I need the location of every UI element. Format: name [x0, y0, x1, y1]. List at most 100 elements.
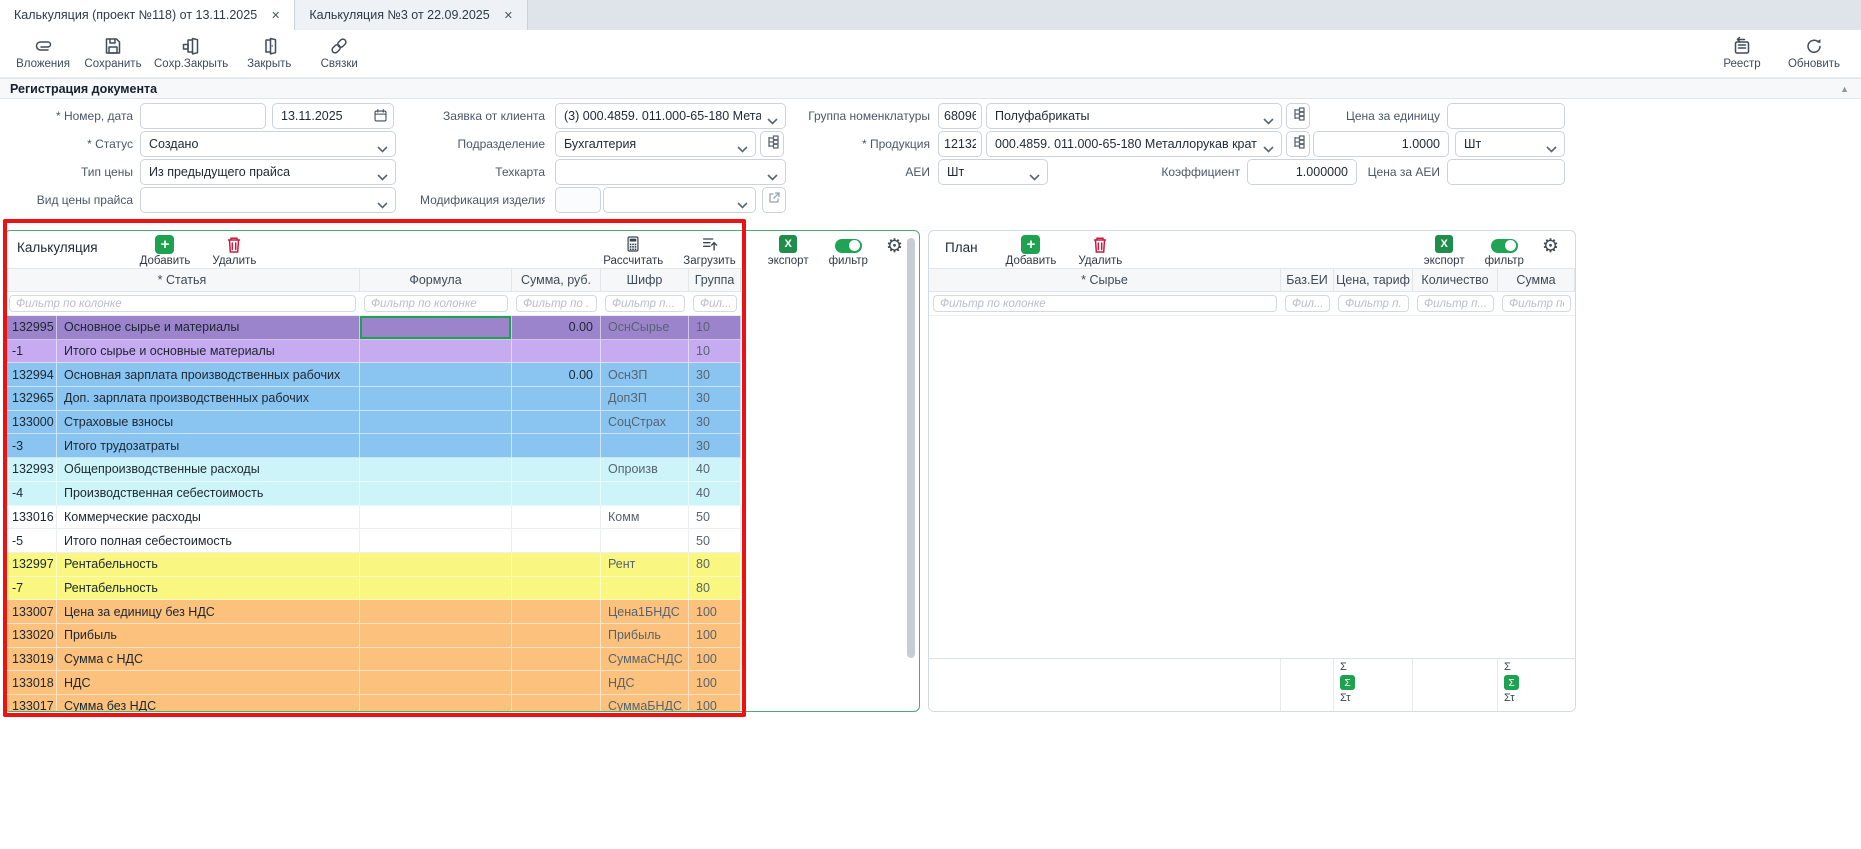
table-row[interactable]: -4 Производственная себестоимость 40: [5, 481, 741, 506]
cell-code[interactable]: СуммаБНДС: [601, 695, 689, 711]
table-row[interactable]: 132995 Основное сырье и материалы 0.00 ОснС…: [5, 316, 741, 340]
cell-id[interactable]: 133018: [5, 671, 57, 695]
load-button[interactable]: Загрузить: [683, 234, 736, 267]
unit-price-input[interactable]: [1447, 103, 1565, 129]
cell-group[interactable]: 100: [689, 695, 741, 711]
filter-sum-input[interactable]: [1502, 295, 1571, 312]
cell-id[interactable]: 133017: [5, 695, 57, 711]
table-row[interactable]: 133017 Сумма без НДС СуммаБНДС 100: [5, 695, 741, 711]
table-row[interactable]: 133019 Сумма с НДС СуммаСНДС 100: [5, 647, 741, 672]
price-kind-select[interactable]: [140, 187, 396, 213]
cell-code[interactable]: [601, 481, 689, 506]
cell-formula[interactable]: [360, 623, 512, 648]
department-tree-button[interactable]: [760, 131, 784, 157]
cell-code[interactable]: Комм: [601, 505, 689, 530]
cell-name[interactable]: Основное сырье и материалы: [57, 316, 360, 340]
collapse-section-icon[interactable]: ▲: [1840, 84, 1849, 94]
cell-code[interactable]: [601, 434, 689, 459]
filter-quantity-input[interactable]: [1417, 295, 1494, 312]
cell-name[interactable]: Сумма без НДС: [57, 695, 360, 711]
cell-code[interactable]: [601, 529, 689, 553]
column-header-sum[interactable]: Сумма, руб.: [512, 269, 601, 291]
cell-group[interactable]: 40: [689, 481, 741, 506]
cell-sum[interactable]: [512, 434, 601, 459]
cell-id[interactable]: 133000: [5, 410, 57, 435]
refresh-button[interactable]: Обновить: [1785, 35, 1843, 70]
column-header-base-unit[interactable]: Баз.ЕИ: [1281, 269, 1334, 291]
cell-group[interactable]: 50: [689, 505, 741, 530]
cell-sum[interactable]: [512, 623, 601, 648]
filter-base-unit-input[interactable]: [1285, 295, 1330, 312]
cell-name[interactable]: Итого полная себестоимость: [57, 529, 360, 553]
cell-code[interactable]: Прибыль: [601, 623, 689, 648]
cell-code[interactable]: Рент: [601, 552, 689, 577]
modification-open-button[interactable]: [762, 187, 786, 213]
table-row[interactable]: 132997 Рентабельность Рент 80: [5, 552, 741, 577]
cell-code[interactable]: ОснСырье: [601, 316, 689, 340]
cell-formula[interactable]: [360, 695, 512, 711]
aei-select[interactable]: Шт: [938, 159, 1048, 185]
sigma-aggregate-icon[interactable]: Σ: [1340, 675, 1355, 690]
column-header-article[interactable]: * Статья: [5, 269, 360, 291]
cell-formula[interactable]: [360, 410, 512, 435]
filter-article-input[interactable]: [9, 295, 356, 312]
nomenclature-group-select[interactable]: Полуфабрикаты: [986, 103, 1282, 129]
cell-name[interactable]: Прибыль: [57, 623, 360, 648]
coefficient-input[interactable]: [1247, 159, 1357, 185]
cell-sum[interactable]: [512, 600, 601, 624]
cell-formula[interactable]: [360, 576, 512, 601]
cell-id[interactable]: 133016: [5, 505, 57, 530]
cell-code[interactable]: НДС: [601, 671, 689, 695]
production-tree-button[interactable]: [1286, 131, 1310, 157]
cell-code[interactable]: Опроизв: [601, 458, 689, 482]
cell-name[interactable]: Цена за единицу без НДС: [57, 600, 360, 624]
filter-price-input[interactable]: [1338, 295, 1409, 312]
cell-formula[interactable]: [360, 339, 512, 364]
save-button[interactable]: Сохранить: [84, 35, 142, 70]
gear-icon[interactable]: ⚙: [885, 236, 903, 257]
cell-sum[interactable]: [512, 410, 601, 435]
cell-name[interactable]: НДС: [57, 671, 360, 695]
gear-icon[interactable]: ⚙: [1541, 236, 1559, 257]
cell-name[interactable]: Страховые взносы: [57, 410, 360, 435]
attachments-button[interactable]: Вложения: [14, 35, 72, 70]
cell-formula[interactable]: [360, 458, 512, 482]
cell-name[interactable]: Основная зарплата производственных рабоч…: [57, 363, 360, 388]
cell-name[interactable]: Итого сырье и основные материалы: [57, 339, 360, 364]
table-row[interactable]: 133007 Цена за единицу без НДС Цена1БНДС 10…: [5, 600, 741, 624]
calculate-button[interactable]: Рассчитать: [603, 234, 663, 267]
cell-sum[interactable]: [512, 552, 601, 577]
cell-sum[interactable]: [512, 671, 601, 695]
nomenclature-tree-button[interactable]: [1286, 103, 1310, 129]
column-header-material[interactable]: * Сырье: [929, 269, 1281, 291]
cell-sum[interactable]: [512, 529, 601, 553]
cell-group[interactable]: 80: [689, 576, 741, 601]
cell-sum[interactable]: [512, 695, 601, 711]
aei-price-input[interactable]: [1447, 159, 1565, 185]
table-row[interactable]: 133016 Коммерческие расходы Комм 50: [5, 505, 741, 530]
cell-code[interactable]: [601, 576, 689, 601]
cell-id[interactable]: 132965: [5, 387, 57, 411]
cell-sum[interactable]: [512, 647, 601, 672]
cell-id[interactable]: 132997: [5, 552, 57, 577]
cell-id[interactable]: 132994: [5, 363, 57, 388]
cell-formula[interactable]: [360, 316, 512, 340]
cell-formula[interactable]: [360, 363, 512, 388]
nomenclature-group-code[interactable]: [938, 103, 982, 129]
production-unit-select[interactable]: Шт: [1455, 131, 1565, 157]
vertical-scrollbar[interactable]: [907, 238, 915, 658]
tab-calculation-project[interactable]: Калькуляция (проект №118) от 13.11.2025 …: [0, 0, 296, 30]
modification-select[interactable]: [603, 187, 756, 213]
cell-id[interactable]: 133007: [5, 600, 57, 624]
cell-sum[interactable]: [512, 387, 601, 411]
cell-formula[interactable]: [360, 529, 512, 553]
cell-id[interactable]: 132995: [5, 316, 57, 340]
cell-sum[interactable]: 0.00: [512, 316, 601, 340]
cell-id[interactable]: -5: [5, 529, 57, 553]
cell-group[interactable]: 30: [689, 434, 741, 459]
table-row[interactable]: 133020 Прибыль Прибыль 100: [5, 623, 741, 648]
cell-id[interactable]: -4: [5, 481, 57, 506]
table-row[interactable]: 132994 Основная зарплата производственных…: [5, 363, 741, 388]
cell-formula[interactable]: [360, 600, 512, 624]
cell-formula[interactable]: [360, 481, 512, 506]
